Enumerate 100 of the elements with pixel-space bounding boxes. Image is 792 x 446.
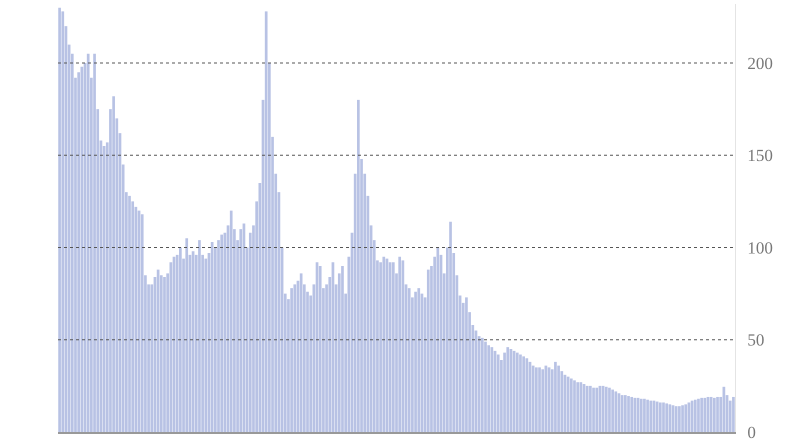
bar [608,388,611,432]
bar [716,396,719,432]
bar [557,366,560,432]
y-tick-label: 100 [747,238,773,258]
bar [128,196,131,432]
bar [582,384,586,432]
bar [649,400,652,432]
bar [688,402,690,432]
bar [706,396,710,432]
bar [624,395,627,432]
bar [198,240,201,432]
bar [662,402,665,432]
bar [293,284,296,432]
bar [510,348,512,432]
bar [630,396,634,432]
bar [548,367,550,432]
bar [634,398,636,432]
bar [570,378,573,432]
bar [576,382,580,432]
bar [402,260,404,432]
bar [564,374,566,432]
bar [620,395,624,432]
bar [602,386,604,432]
bar [525,358,528,432]
bar [710,396,713,432]
bar [566,376,570,432]
bar [93,54,96,432]
bar [172,256,176,432]
bar [185,238,188,432]
bar [544,366,548,432]
bar [80,66,84,432]
bar [392,262,395,432]
bar [658,402,662,432]
bar [480,338,484,432]
bar [58,8,61,432]
bar [138,210,140,432]
bar [652,400,656,432]
bar [703,398,706,432]
bar [586,386,589,432]
bar [598,386,602,432]
bar [242,224,246,432]
bar [465,297,468,432]
bar [522,356,525,432]
bar [697,398,700,432]
bar [220,234,224,432]
bar [646,400,649,432]
bar [712,398,716,432]
bar [332,262,334,432]
bar [512,350,516,432]
bar [700,398,703,432]
bar [595,388,598,432]
bar [656,402,658,432]
bar [163,277,166,432]
bar [494,350,496,432]
bar [490,347,494,432]
bar [192,251,194,432]
bar [210,242,214,432]
bar [618,393,620,432]
bar [230,210,233,432]
bar [156,270,160,432]
bar [487,345,490,432]
bar [614,391,618,432]
y-tick-label: 50 [747,330,764,350]
bar [484,342,487,432]
bar [519,354,522,432]
bar [61,11,64,432]
bar [538,367,541,432]
bar [722,386,726,432]
bar [318,266,322,432]
bar [668,404,672,432]
bar [290,288,293,432]
y-tick-label: 0 [747,422,756,442]
bar [388,262,392,432]
bar [580,382,582,432]
bar [426,270,430,432]
bar [684,404,688,432]
bar [665,403,668,432]
bar [436,248,440,432]
bar [554,362,557,432]
bar [678,406,681,432]
bar [541,369,544,432]
y-tick-label: 200 [747,54,773,73]
bar [611,390,614,432]
bar [417,288,420,432]
bar [604,386,608,432]
bar [627,396,630,432]
bar [732,396,735,432]
bar [382,256,386,432]
bar [300,273,302,432]
bar [316,262,318,432]
bar [528,362,532,432]
bar [112,96,115,432]
bar [573,380,576,432]
bar [408,288,411,432]
bar [640,398,643,432]
bar [86,54,90,432]
bar [264,11,268,432]
y-tick-label: 150 [747,146,773,166]
bar [694,400,697,432]
bar [496,354,500,432]
